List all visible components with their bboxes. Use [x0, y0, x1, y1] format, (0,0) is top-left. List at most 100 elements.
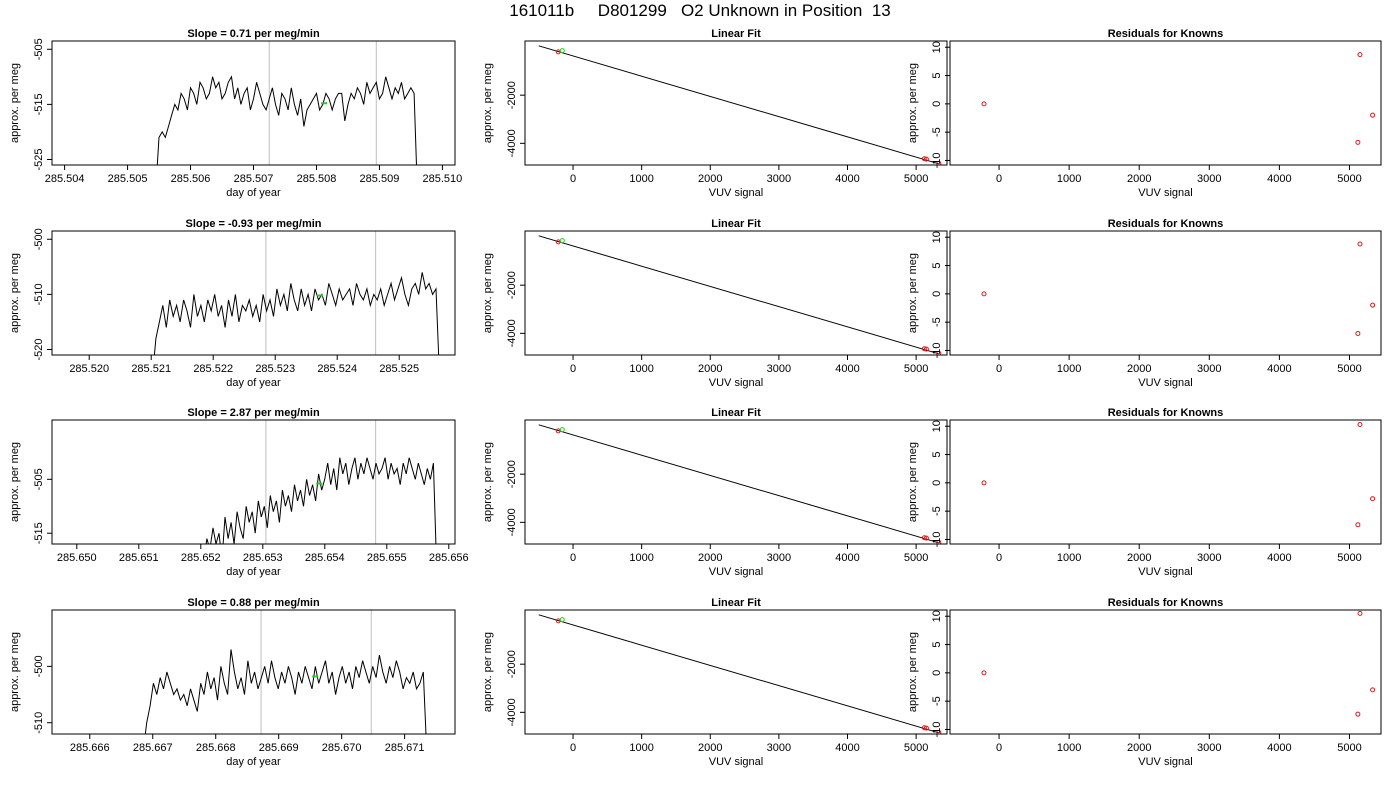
data-point: [1355, 711, 1361, 717]
x-tick-label: 2000: [1127, 552, 1151, 564]
y-tick-label: -515: [33, 522, 45, 544]
x-tick-label: 285.652: [181, 552, 221, 564]
y-tick-label: -10: [931, 343, 943, 359]
y-tick-label: 10: [931, 420, 943, 432]
y-tick-label: -2000: [506, 81, 518, 109]
panel-title: Linear Fit: [711, 597, 761, 609]
x-tick-label: 3000: [1197, 552, 1221, 564]
y-tick-label: -2000: [506, 271, 518, 299]
x-axis-label: VUV signal: [709, 187, 763, 199]
panel-title: Linear Fit: [711, 218, 761, 230]
plot-frame: [51, 230, 456, 356]
x-tick-label: 1000: [1057, 363, 1081, 375]
plot-frame: [949, 419, 1382, 545]
x-tick-label: 285.650: [57, 552, 97, 564]
x-tick-label: 3000: [767, 742, 791, 754]
x-tick-label: 0: [996, 173, 1002, 185]
plot-frame: [524, 230, 948, 356]
unknown-point: [559, 48, 565, 54]
plot-frame: [51, 609, 456, 735]
plot-area: [538, 235, 942, 355]
data-point: [936, 350, 942, 355]
x-tick-label: 1000: [629, 552, 653, 564]
data-point: [1370, 496, 1376, 502]
x-tick-label: 4000: [835, 742, 859, 754]
y-tick-label: -500: [33, 655, 45, 677]
y-tick-label: 10: [931, 231, 943, 243]
plot-area: [153, 231, 440, 355]
y-tick-label: -520: [33, 338, 45, 360]
x-tick-label: 285.656: [429, 552, 469, 564]
unknown-point: [559, 427, 565, 433]
unknown-point: [559, 238, 565, 244]
series-line: [153, 272, 440, 355]
plot-area: [156, 41, 417, 165]
x-tick-label: 285.653: [243, 552, 283, 564]
data-point: [1355, 522, 1361, 528]
x-tick-label: 4000: [835, 363, 859, 375]
series-line: [205, 457, 437, 544]
panel-residuals-1: 0 1000 2000 3000 4000 5000 10 5 0 -5 -10 Residuals …: [907, 28, 1382, 199]
x-tick-label: 2000: [698, 363, 722, 375]
panel-title: Linear Fit: [711, 407, 761, 419]
y-tick-label: -510: [33, 283, 45, 305]
panel-title: Slope = -0.93 per meg/min: [185, 218, 321, 230]
y-axis-label: approx. per meg: [907, 253, 919, 333]
x-tick-label: 4000: [835, 173, 859, 185]
panel-residuals-2: 0 1000 2000 3000 4000 5000 10 5 0 -5 -10 Residuals …: [907, 218, 1382, 389]
series-line: [156, 75, 417, 165]
y-tick-label: 5: [931, 451, 943, 457]
y-tick-label: -2000: [506, 650, 518, 678]
y-axis-label: approx. per meg: [9, 442, 21, 522]
y-axis-label: approx. per meg: [907, 632, 919, 712]
y-axis-label: approx. per meg: [907, 63, 919, 143]
x-tick-label: 285.651: [119, 552, 159, 564]
y-tick-label: -4000: [506, 508, 518, 536]
data-point: [1357, 241, 1363, 247]
panel-title: Slope = 0.71 per meg/min: [187, 28, 320, 40]
x-tick-label: 285.666: [70, 742, 110, 754]
x-tick-label: 3000: [1197, 363, 1221, 375]
x-tick-label: 2000: [1127, 363, 1151, 375]
panel-title: Residuals for Knowns: [1108, 407, 1224, 419]
x-tick-label: 4000: [1267, 742, 1291, 754]
y-axis-label: approx. per meg: [482, 632, 494, 712]
x-tick-label: 285.505: [108, 173, 148, 185]
x-tick-label: 0: [570, 552, 576, 564]
data-point: [1370, 112, 1376, 118]
x-tick-label: 5000: [904, 363, 928, 375]
x-tick-label: 0: [570, 742, 576, 754]
x-tick-label: 5000: [904, 742, 928, 754]
x-tick-label: 285.509: [360, 173, 400, 185]
x-tick-label: 1000: [1057, 552, 1081, 564]
x-tick-label: 0: [996, 742, 1002, 754]
x-tick-label: 3000: [767, 363, 791, 375]
x-tick-label: 0: [996, 363, 1002, 375]
x-tick-label: 1000: [1057, 173, 1081, 185]
data-point: [923, 725, 929, 731]
plot-area: [144, 610, 427, 734]
y-tick-label: -505: [33, 38, 45, 60]
data-point: [921, 535, 927, 541]
x-tick-label: 3000: [767, 552, 791, 564]
x-tick-label: 1000: [629, 173, 653, 185]
unknown-point: [559, 617, 565, 623]
y-tick-label: -505: [33, 468, 45, 490]
data-point: [923, 535, 929, 541]
plot-frame: [524, 609, 948, 735]
x-tick-label: 4000: [1267, 173, 1291, 185]
x-tick-label: 2000: [698, 742, 722, 754]
x-tick-label: 5000: [1337, 742, 1361, 754]
y-tick-label: -5: [931, 506, 943, 516]
y-tick-label: -4000: [506, 698, 518, 726]
x-tick-label: 0: [570, 363, 576, 375]
x-tick-label: 285.507: [234, 173, 274, 185]
x-axis-label: VUV signal: [709, 566, 763, 578]
y-tick-label: 5: [931, 641, 943, 647]
x-axis-label: day of year: [226, 756, 281, 768]
x-tick-label: 0: [996, 552, 1002, 564]
panel-title: Linear Fit: [711, 28, 761, 40]
fit-line: [538, 424, 939, 544]
x-tick-label: 285.671: [385, 742, 425, 754]
x-axis-label: VUV signal: [1138, 566, 1192, 578]
